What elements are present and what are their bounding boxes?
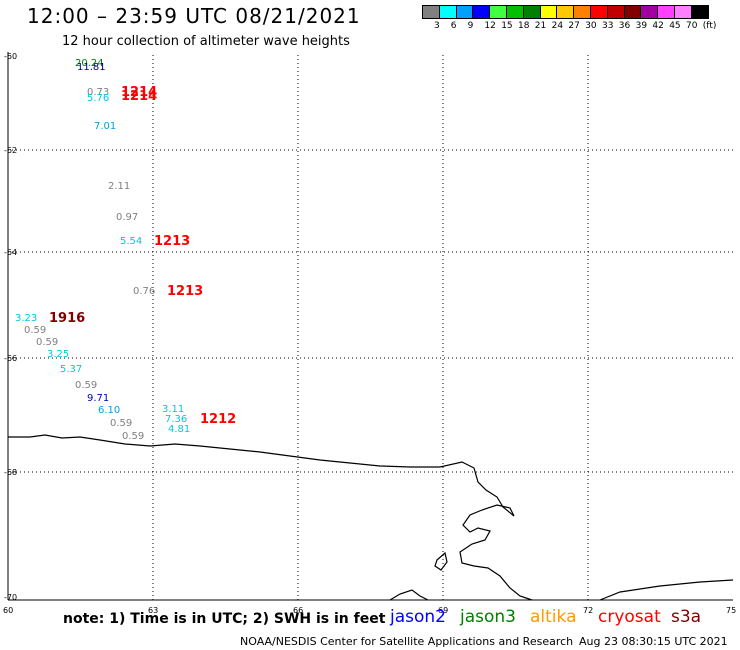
legend-jason3: jason3 [460,607,516,627]
wave-height-label: 4.81 [168,424,191,435]
color-swatch [673,5,692,19]
color-swatch [438,5,457,19]
color-swatch [539,5,558,19]
pass-time-label: 1214 [121,89,158,104]
lon-label: 63 [148,606,159,615]
color-swatch [690,5,709,19]
color-scale-label: 15 [501,21,513,31]
wave-height-label: 0.59 [110,418,133,429]
lat-label: -64 [4,248,18,257]
color-swatch [640,5,659,19]
wave-height-label: 3.23 [15,313,38,324]
pass-time-label: 1213 [167,284,204,299]
pass-time-label: 1214 [121,85,158,100]
color-swatch [455,5,474,19]
lat-label: -68 [4,468,18,477]
wave-height-label: 0.76 [133,286,156,297]
lat-label: -70 [4,593,18,602]
wave-height-label: 3.25 [47,349,70,360]
wave-height-label: 0.97 [116,212,139,223]
color-swatch [623,5,642,19]
color-scale-label: 9 [467,21,474,31]
footer-note: note: 1) Time is in UTC; 2) SWH is in fe… [63,611,386,627]
color-scale-label: 70 [686,21,698,31]
wave-height-label: 11.81 [77,62,106,73]
color-scale-label: 18 [518,21,530,31]
wave-height-label: 0.59 [122,431,145,442]
color-swatch [556,5,575,19]
pass-time-label: 1213 [154,234,191,249]
lon-label: 69 [438,606,449,615]
legend-cryosat: cryosat [598,607,661,627]
wave-height-label: 20.24 [75,58,104,69]
color-scale-label: 45 [669,21,681,31]
color-scale-label: 3 [434,21,440,31]
lon-label: 75 [726,606,737,615]
lon-label: 72 [583,606,594,615]
color-swatch [505,5,524,19]
color-swatch [589,5,608,19]
color-scale-label: 12 [484,21,496,31]
wave-height-label: 7.36 [165,414,188,425]
grid-lines [8,55,733,600]
wave-height-label: 0.73 [87,87,110,98]
color-scale-label: (ft) [702,21,717,31]
color-scale-label: 30 [585,21,597,31]
pass-time-label: 1212 [200,412,237,427]
lat-label: -66 [4,354,18,363]
wave-height-label: 9.71 [87,393,110,404]
color-scale-label: 42 [652,21,664,31]
wave-height-label: 0.59 [24,325,47,336]
legend-jason2: jason2 [390,607,446,627]
lon-label: 66 [293,606,304,615]
color-scale-label: 33 [602,21,614,31]
page-title: 12:00 – 23:59 UTC 08/21/2021 [27,4,361,28]
wave-height-label: 3.11 [162,404,185,415]
color-swatch [422,5,440,19]
wave-height-label: 0.59 [36,337,59,348]
wave-height-label: 2.11 [108,181,131,192]
lat-label: -60 [4,52,18,61]
lat-label: -62 [4,146,18,155]
color-scale-bar [422,5,709,19]
page-subtitle: 12 hour collection of altimeter wave hei… [62,34,350,49]
color-scale-label: 39 [635,21,648,31]
color-scale-labels: 3 6 9 12 15 18 21 24 27 30 33 36 39 42 45 70 (ft) [422,21,740,33]
wave-height-label: 6.10 [98,405,121,416]
color-scale-label: 24 [551,21,564,31]
wave-height-label: 5.76 [87,93,110,104]
color-scale-label: 21 [534,21,547,31]
color-scale-label: 6 [450,21,457,31]
pass-time-label: 1916 [49,311,86,326]
footer-timestamp: Aug 23 08:30:15 UTC 2021 [579,635,728,648]
wave-height-label: 5.54 [120,236,143,247]
wave-height-label: 5.37 [60,364,83,375]
color-swatch [573,5,591,19]
color-swatch [606,5,625,19]
color-swatch [489,5,507,19]
wave-height-label: 0.59 [75,380,98,391]
legend-s3a: s3a [671,607,702,627]
footer-credit: NOAA/NESDIS Center for Satellite Applica… [240,635,574,648]
color-swatch [657,5,675,19]
color-scale-label: 36 [618,21,631,31]
color-swatch [472,5,491,19]
coastline [8,434,734,601]
color-swatch [522,5,541,19]
lon-label: 60 [3,606,14,615]
wave-height-label: 7.01 [94,121,117,132]
legend-altika: altika [530,607,577,627]
color-scale-label: 27 [568,21,580,31]
